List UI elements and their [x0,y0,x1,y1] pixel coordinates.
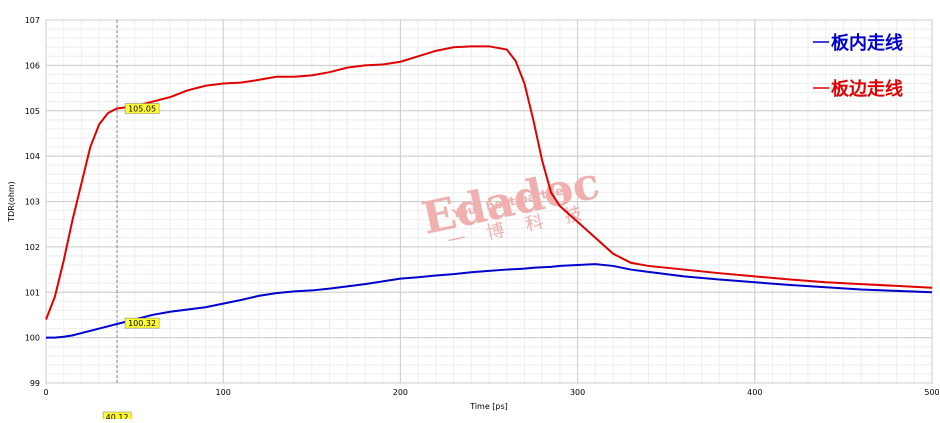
x-tick-label: 0 [43,388,48,397]
x-tick-label: 500 [924,388,939,397]
y-tick-label: 100 [25,334,40,343]
x-tick-label: 200 [393,388,408,397]
y-tick-label: 99 [30,379,40,388]
y-tick-label: 101 [25,288,40,297]
x-axis-label: Time [ps] [469,402,508,411]
y-tick-label: 102 [25,243,40,252]
legend-label: 板内走线 [831,32,903,54]
x-tick-label: 300 [570,388,585,397]
y-tick-label: 104 [25,152,40,161]
y-tick-label: 105 [25,107,40,116]
x-tick-label: 100 [216,388,231,397]
cursor-value-label: 105.05 [128,104,156,113]
y-tick-label: 106 [25,61,40,70]
cursor-value-label: 100.32 [128,319,156,328]
legend-label: 板边走线 [831,78,903,100]
x-tick-label: 400 [747,388,762,397]
y-tick-label: 103 [25,198,40,207]
cursor-x-label: 40.12 [106,413,129,419]
y-tick-label: 107 [25,16,40,25]
y-axis-label: TDR(ohm) [7,181,16,223]
